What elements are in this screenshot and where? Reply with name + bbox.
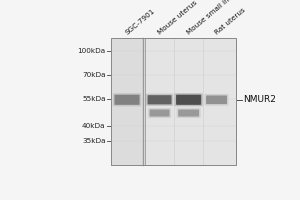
- Text: 40kDa: 40kDa: [82, 123, 106, 129]
- Text: 70kDa: 70kDa: [82, 72, 106, 78]
- Text: 55kDa: 55kDa: [82, 96, 106, 102]
- FancyBboxPatch shape: [176, 108, 201, 118]
- FancyBboxPatch shape: [148, 95, 172, 104]
- FancyBboxPatch shape: [113, 93, 141, 106]
- Text: NMUR2: NMUR2: [243, 95, 276, 104]
- FancyBboxPatch shape: [174, 93, 203, 106]
- FancyBboxPatch shape: [178, 109, 199, 117]
- FancyBboxPatch shape: [206, 95, 227, 104]
- Text: 35kDa: 35kDa: [82, 138, 106, 144]
- Text: 100kDa: 100kDa: [77, 48, 106, 54]
- FancyBboxPatch shape: [115, 95, 140, 105]
- FancyBboxPatch shape: [204, 94, 229, 106]
- FancyBboxPatch shape: [146, 94, 173, 106]
- Bar: [111, 38, 236, 165]
- Text: Rat uterus: Rat uterus: [214, 7, 247, 36]
- Bar: [111, 38, 236, 165]
- FancyBboxPatch shape: [150, 109, 169, 117]
- FancyBboxPatch shape: [148, 108, 171, 118]
- FancyBboxPatch shape: [176, 95, 201, 105]
- Text: Mouse small intestine: Mouse small intestine: [186, 0, 250, 36]
- Text: SGC-7901: SGC-7901: [124, 8, 156, 36]
- Bar: [143, 38, 236, 165]
- Text: Mouse uterus: Mouse uterus: [157, 0, 198, 36]
- Bar: [111, 38, 143, 165]
